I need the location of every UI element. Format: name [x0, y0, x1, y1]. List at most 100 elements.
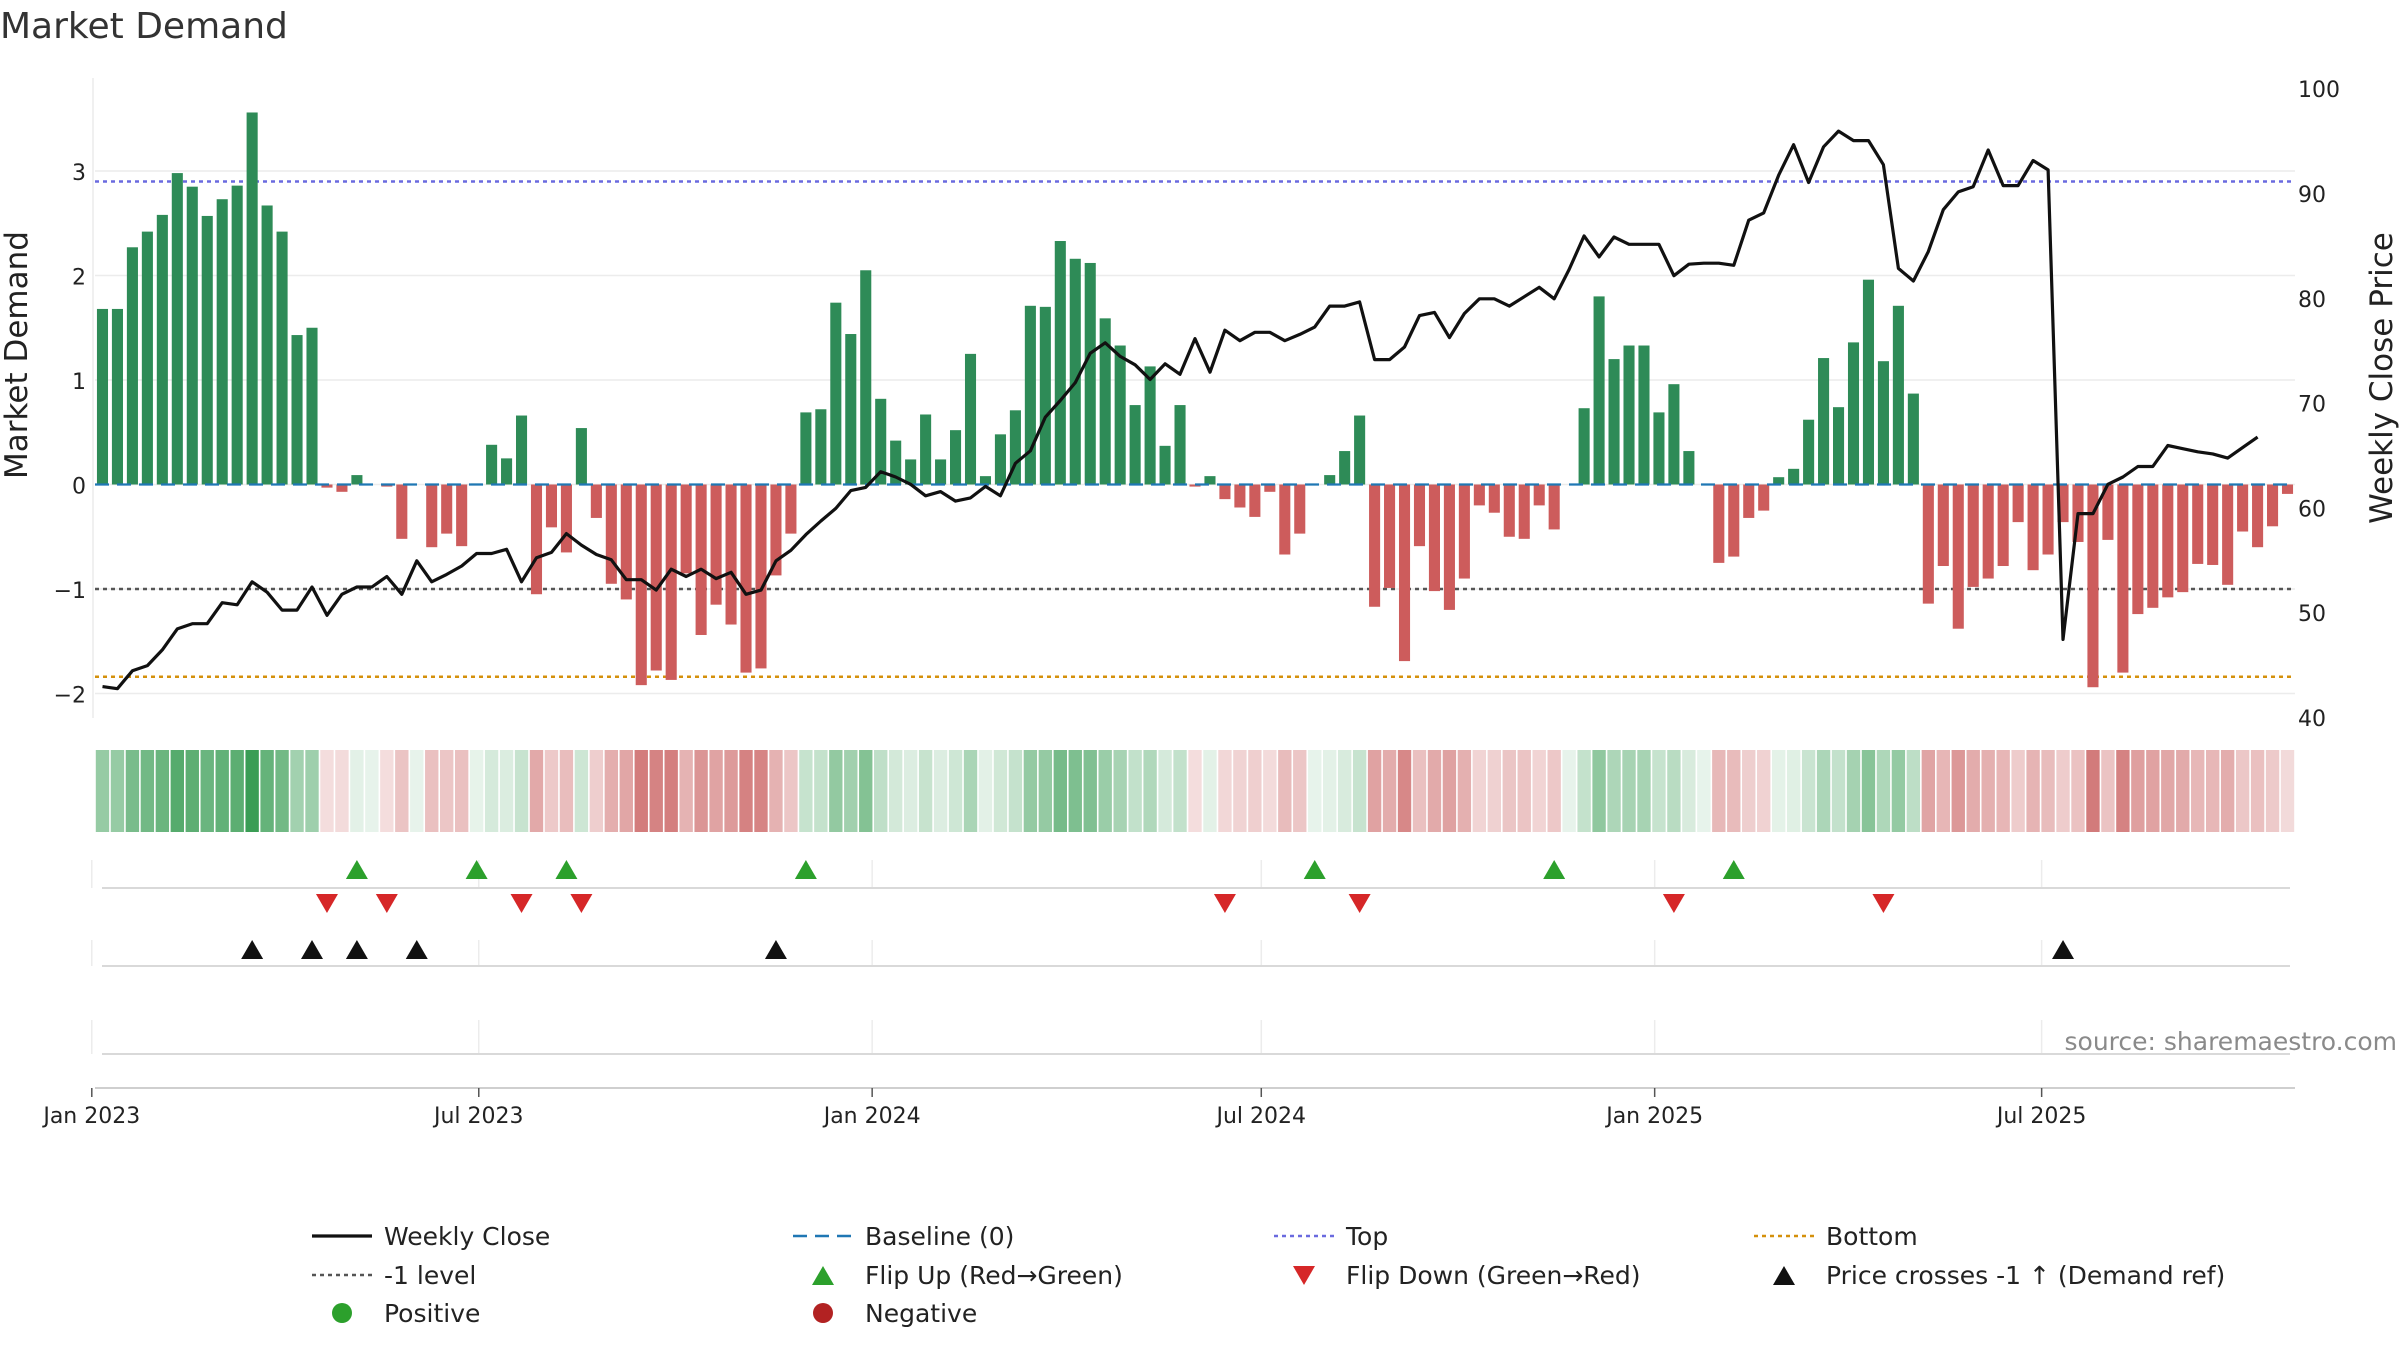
heat-cell: [1607, 750, 1621, 832]
legend-label: Top: [1345, 1222, 1388, 1251]
demand-bar: [1339, 451, 1351, 485]
heat-cell: [1801, 750, 1816, 832]
demand-bar: [560, 484, 572, 553]
heat-cell: [1472, 750, 1487, 832]
heat-cell: [200, 750, 214, 832]
demand-bar: [1039, 306, 1051, 485]
demand-bar: [2057, 484, 2069, 523]
heat-cell: [1742, 750, 1756, 832]
heat-cell: [1517, 750, 1531, 832]
heat-cell: [1682, 750, 1696, 832]
demand-bar: [935, 459, 947, 485]
reference-lines: [95, 180, 2295, 679]
demand-bar: [875, 398, 887, 485]
heat-cell: [215, 750, 229, 832]
x-tick-label: Jan 2023: [41, 1104, 140, 1129]
heat-cell: [829, 750, 843, 832]
demand-bar: [1159, 445, 1171, 485]
heat-cell: [275, 750, 289, 832]
right-tick-label: 90: [2298, 183, 2326, 208]
demand-bar: [2252, 484, 2264, 548]
heat-cell: [110, 750, 125, 832]
demand-bar: [246, 112, 258, 485]
heat-cell: [350, 750, 364, 832]
legend-label: Positive: [384, 1299, 480, 1328]
heat-cell: [529, 750, 544, 832]
main-panel-grid: [92, 78, 2295, 718]
heat-cell: [1323, 750, 1337, 832]
demand-bar: [201, 215, 213, 485]
demand-bar: [1294, 484, 1306, 534]
demand-bar: [1473, 484, 1485, 506]
demand-bars: [95, 112, 2295, 688]
heat-cell: [1233, 750, 1247, 832]
heat-cell: [918, 750, 933, 832]
heat-cell: [2235, 750, 2250, 832]
legend-item-flip-down: Flip Down (Green→Red): [1293, 1261, 1641, 1290]
demand-bar: [905, 459, 917, 485]
heat-cell: [754, 750, 768, 832]
heat-cell: [814, 750, 828, 832]
heat-cell: [1816, 750, 1831, 832]
demand-bar: [1668, 384, 1680, 485]
heat-cell: [499, 750, 514, 832]
demand-bar: [2281, 484, 2294, 494]
heat-cell: [395, 750, 409, 832]
flip-up-marker: [345, 860, 368, 879]
heat-cell: [1981, 750, 1995, 832]
demand-bar: [1324, 475, 1336, 485]
demand-bar: [1099, 318, 1111, 485]
demand-bar: [1114, 345, 1126, 485]
demand-bar: [1578, 408, 1590, 485]
heat-cell: [634, 750, 648, 832]
flip-down-marker: [510, 894, 533, 913]
flip-down-marker: [315, 894, 338, 913]
demand-bar: [1967, 484, 1979, 587]
demand-bar: [964, 353, 977, 485]
heat-cell: [1921, 750, 1936, 832]
demand-bar: [650, 484, 662, 671]
heat-cell: [978, 750, 993, 832]
heat-cell: [1891, 750, 1906, 832]
demand-bar: [171, 173, 183, 485]
demand-bar: [336, 484, 348, 492]
heat-cell: [1008, 750, 1023, 832]
heat-cell: [963, 750, 978, 832]
demand-bar: [1743, 484, 1755, 518]
heat-cell: [1293, 750, 1307, 832]
demand-bar: [1758, 484, 1770, 511]
heat-cell: [1427, 750, 1442, 832]
flip-up-marker: [1722, 860, 1745, 879]
heat-cell: [170, 750, 184, 832]
demand-bar: [815, 409, 827, 485]
legend-label: Weekly Close: [384, 1222, 550, 1251]
demand-bar: [1892, 305, 1904, 485]
demand-bar: [1623, 345, 1635, 485]
demand-bar: [1503, 484, 1515, 537]
heat-cell: [1203, 750, 1217, 832]
source-credit: source: sharemaestro.com: [2065, 1027, 2398, 1056]
heat-cell: [1308, 750, 1322, 832]
legend-label: Flip Down (Green→Red): [1346, 1261, 1641, 1290]
demand-bar: [2102, 484, 2114, 540]
right-tick-label: 60: [2298, 497, 2326, 522]
demand-bar: [1788, 468, 1800, 485]
demand-bar: [1653, 412, 1665, 485]
heat-cell: [95, 750, 110, 832]
heat-cell: [469, 750, 484, 832]
demand-bar: [1937, 484, 1949, 567]
heat-cell: [1487, 750, 1502, 832]
heat-cell: [230, 750, 244, 832]
heat-cell: [1053, 750, 1067, 832]
demand-bar: [2177, 484, 2189, 593]
heat-cell: [709, 750, 723, 832]
chart-title: Market Demand: [0, 6, 288, 47]
heat-cell: [1637, 750, 1651, 832]
demand-bar: [860, 270, 872, 485]
demand-bar: [800, 412, 812, 485]
demand-bar: [1428, 484, 1440, 592]
demand-bar: [1548, 484, 1560, 530]
demand-bar: [2042, 484, 2054, 555]
heat-cell: [933, 750, 948, 832]
demand-bar: [1234, 484, 1246, 508]
